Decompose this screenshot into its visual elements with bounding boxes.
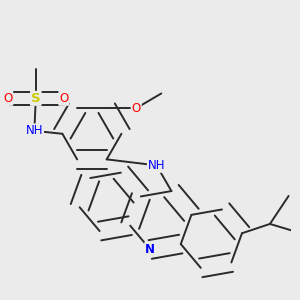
Text: O: O (132, 102, 141, 115)
Text: O: O (59, 92, 68, 105)
Text: NH: NH (26, 124, 43, 137)
Text: O: O (3, 92, 12, 105)
Text: NH: NH (148, 159, 165, 172)
Text: N: N (145, 243, 155, 256)
Text: S: S (31, 92, 40, 105)
